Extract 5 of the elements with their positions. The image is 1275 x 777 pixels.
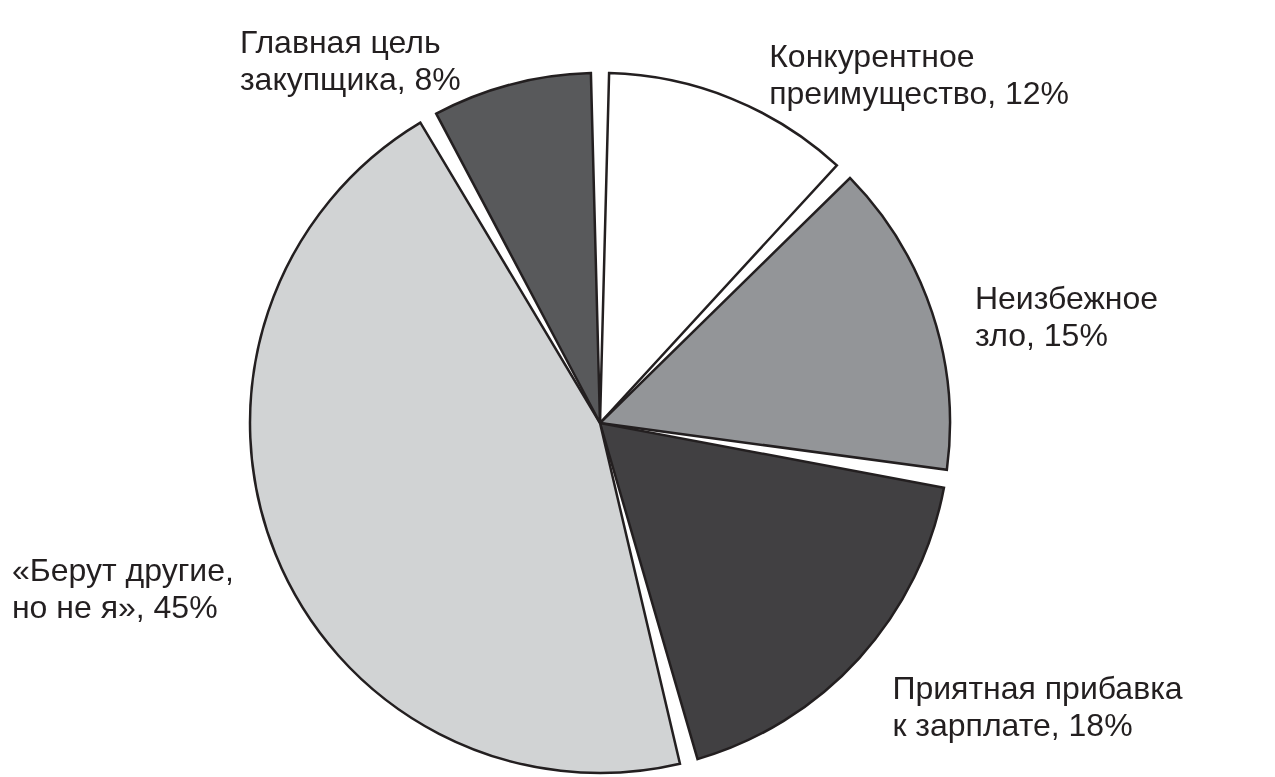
slice-label: Приятная прибавка к зарплате, 18% [892,669,1183,743]
slice-label: «Берут другие, но не я», 45% [11,552,234,626]
slice-label: Главная цель закупщика, 8% [239,24,461,97]
slice-label: Неизбежное зло, 15% [974,279,1159,353]
slice-label: Конкурентное преимущество, 12% [769,37,1070,111]
